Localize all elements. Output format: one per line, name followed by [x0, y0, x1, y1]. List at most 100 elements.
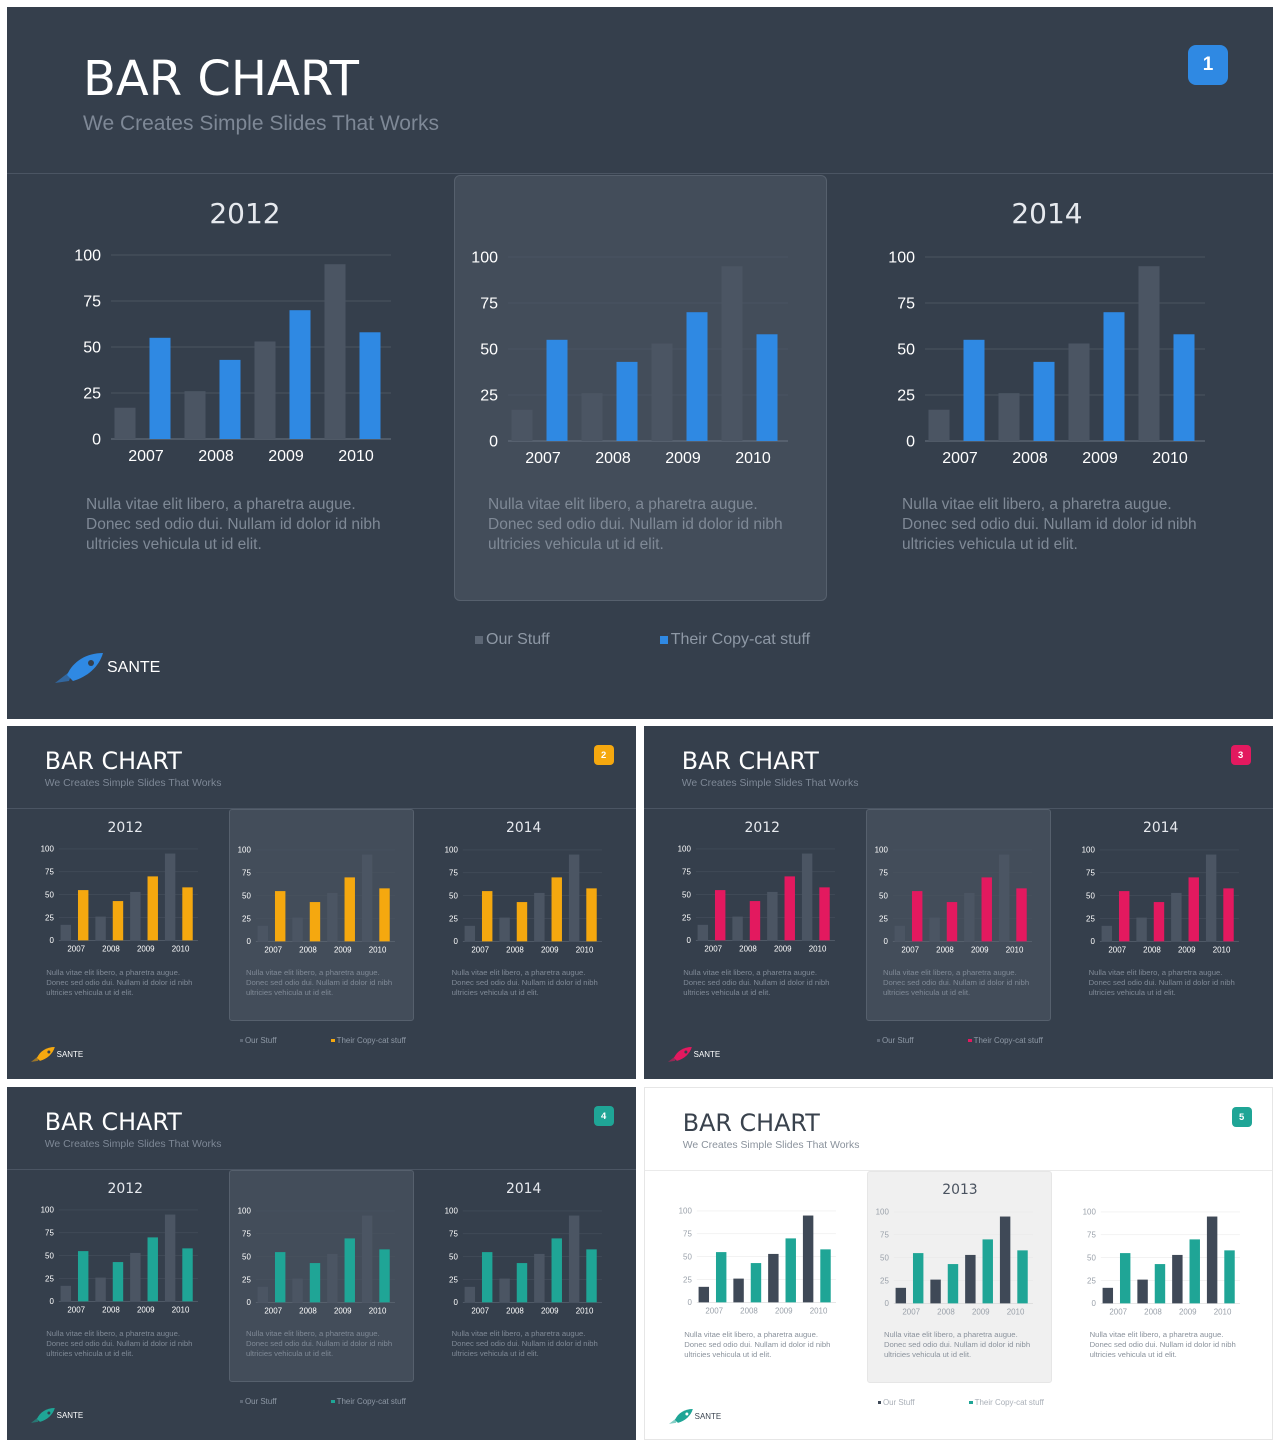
- y-tick-label: 75: [879, 869, 888, 878]
- x-tick-label: 2009: [334, 946, 352, 955]
- x-tick-label: 2009: [137, 945, 155, 954]
- x-tick-label: 2007: [704, 945, 722, 954]
- bar-our-stuff: [569, 1215, 580, 1303]
- y-tick-label: 75: [1086, 869, 1095, 878]
- x-tick-label: 2009: [775, 1307, 793, 1316]
- panel-description: Nulla vitae elit libero, a pharetra augu…: [245, 1329, 393, 1359]
- bar-their-copy-cat-stuff: [551, 877, 563, 942]
- x-tick-label: 2008: [1143, 946, 1161, 955]
- panel-description: Nulla vitae elit libero, a pharetra augu…: [451, 1329, 598, 1359]
- bar-our-stuff: [499, 917, 511, 942]
- y-tick-label: 0: [883, 937, 888, 946]
- panel-description: Nulla vitae elit libero, a pharetra augu…: [883, 1330, 1031, 1360]
- panel-description: Nulla vitae elit libero, a pharetra augu…: [902, 496, 1197, 554]
- y-tick-label: 50: [83, 340, 101, 357]
- bar-our-stuff: [361, 854, 373, 942]
- bar-our-stuff: [651, 343, 673, 441]
- page-number-badge: 4: [593, 1105, 614, 1126]
- bar-our-stuff: [1102, 1288, 1114, 1304]
- bar-chart: 0 25 50 75 100 2007 2008 2009 2010: [445, 846, 603, 955]
- legend-label: Our Stuff: [244, 1036, 277, 1045]
- y-tick-label: 50: [683, 1253, 692, 1262]
- x-tick-label: 2007: [264, 1307, 282, 1316]
- x-tick-label: 2010: [369, 1307, 387, 1316]
- bar-their-copy-cat-stuff: [379, 1249, 390, 1303]
- bar-their-copy-cat-stuff: [309, 902, 321, 942]
- x-tick-label: 2010: [576, 1307, 594, 1316]
- bar-their-copy-cat-stuff: [147, 1237, 158, 1302]
- bar-their-copy-cat-stuff: [219, 359, 241, 439]
- bar-our-stuff: [697, 925, 708, 941]
- bar-our-stuff: [802, 1215, 814, 1303]
- legend-our-stuff: Our Stuff: [239, 1397, 277, 1406]
- bar-our-stuff: [184, 391, 206, 439]
- legend-swatch: [968, 1038, 973, 1043]
- y-tick-label: 50: [45, 1252, 54, 1261]
- y-tick-label: 75: [83, 294, 101, 311]
- bar-their-copy-cat-stuff: [1153, 902, 1165, 942]
- bar-their-copy-cat-stuff: [756, 334, 778, 441]
- x-tick-label: 2008: [1144, 1308, 1162, 1317]
- panel-description: Nulla vitae elit libero, a pharetra augu…: [684, 1330, 831, 1360]
- y-tick-label: 25: [880, 1277, 889, 1286]
- bar-our-stuff: [164, 853, 176, 941]
- bar-their-copy-cat-stuff: [750, 1263, 761, 1303]
- x-tick-label: 2008: [198, 448, 234, 465]
- bar-their-copy-cat-stuff: [912, 891, 923, 942]
- legend-label: Our Stuff: [486, 631, 550, 648]
- y-tick-label: 75: [242, 869, 251, 878]
- y-tick-label: 0: [489, 434, 498, 451]
- bar-our-stuff: [129, 892, 141, 941]
- bar-their-copy-cat-stuff: [275, 891, 286, 942]
- slide-title: BAR CHART: [44, 1107, 182, 1136]
- slide-title: BAR CHART: [681, 746, 819, 775]
- bar-our-stuff: [928, 409, 950, 441]
- slide-1: BAR CHART We Creates Simple Slides That W…: [7, 7, 1273, 719]
- y-tick-label: 0: [49, 936, 54, 945]
- x-tick-label: 2009: [774, 945, 792, 954]
- y-tick-label: 75: [897, 296, 915, 313]
- panel-description: Nulla vitae elit libero, a pharetra augu…: [488, 496, 783, 554]
- page-number-badge: 1: [1188, 45, 1228, 85]
- x-tick-label: 2008: [1012, 450, 1048, 467]
- brand-logo: SANTE: [30, 1046, 83, 1063]
- bar-chart: 0 25 50 75 100 2007 2008 2009 2010: [238, 1207, 395, 1316]
- bar-their-copy-cat-stuff: [551, 1238, 563, 1303]
- bar-our-stuff: [894, 926, 906, 942]
- y-tick-label: 50: [242, 1253, 251, 1262]
- x-tick-label: 2010: [369, 946, 387, 955]
- bar-chart: 0 25 50 75 100 2007 2008 2009 2010: [40, 845, 198, 954]
- y-tick-label: 25: [682, 914, 691, 923]
- bar-chart: 0 25 50 75 100 2007 2008 2009 2010: [677, 845, 835, 954]
- bar-our-stuff: [581, 393, 603, 441]
- bar-our-stuff: [499, 1278, 511, 1303]
- panel-title: 2012: [107, 1181, 143, 1198]
- x-tick-label: 2010: [576, 946, 594, 955]
- bar-our-stuff: [930, 1279, 941, 1304]
- bar-their-copy-cat-stuff: [1103, 312, 1125, 441]
- x-tick-label: 2009: [1179, 1308, 1197, 1317]
- x-tick-label: 2010: [810, 1307, 828, 1316]
- bar-their-copy-cat-stuff: [546, 339, 568, 441]
- legend-swatch: [239, 1399, 244, 1404]
- bar-our-stuff: [257, 926, 269, 942]
- y-tick-label: 75: [683, 1230, 692, 1239]
- slide-3: BAR CHART We Creates Simple Slides That W…: [644, 726, 1273, 1079]
- y-tick-label: 25: [45, 914, 54, 923]
- bar-their-copy-cat-stuff: [1119, 891, 1130, 942]
- chart-legend: Our Stuff Their Copy-cat stuff: [239, 1036, 406, 1045]
- bar-our-stuff: [464, 1287, 476, 1303]
- bar-their-copy-cat-stuff: [686, 312, 708, 441]
- y-tick-label: 25: [480, 388, 498, 405]
- bar-their-copy-cat-stuff: [147, 876, 158, 941]
- bar-our-stuff: [1207, 1216, 1218, 1304]
- bar-our-stuff: [324, 264, 346, 439]
- bar-chart: 0 25 50 75 100 2007 2008 2009 2010: [876, 1208, 1033, 1317]
- y-tick-label: 100: [238, 1207, 252, 1216]
- y-tick-label: 75: [880, 1231, 889, 1240]
- x-tick-label: 2008: [299, 1307, 317, 1316]
- y-tick-label: 100: [40, 1206, 54, 1215]
- bar-our-stuff: [95, 1277, 106, 1302]
- y-tick-label: 100: [40, 845, 54, 854]
- x-tick-label: 2009: [971, 946, 989, 955]
